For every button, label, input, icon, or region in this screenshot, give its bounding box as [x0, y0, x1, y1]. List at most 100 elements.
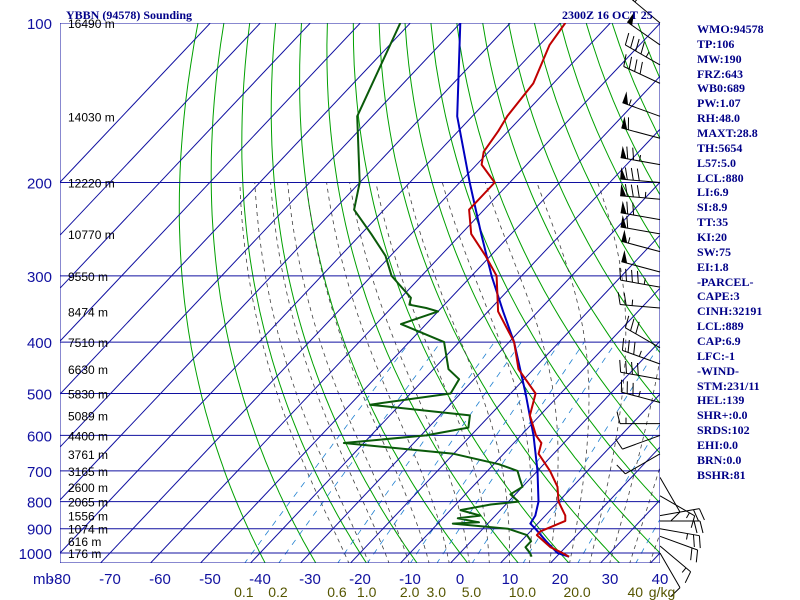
moist-adiabat-line: [349, 182, 470, 563]
mixing-ratio-line: [337, 341, 495, 563]
mixing-ratio-line: [522, 343, 660, 563]
moist-adiabat-line: [629, 465, 660, 563]
isotherm-line: [499, 393, 660, 563]
pressure-tick-label: 300: [27, 269, 52, 286]
pressure-tick-label: 500: [27, 386, 52, 403]
wind-barb: [617, 292, 661, 309]
height-label: 5830 m: [68, 387, 108, 401]
mixing-ratio-label: 0.2: [268, 584, 288, 600]
dry-adiabat-line: [210, 23, 317, 563]
height-label: 3165 m: [68, 465, 108, 479]
index-item: SW:75: [697, 244, 732, 259]
index-item: L57:5.0: [697, 155, 736, 170]
wind-barb: [659, 528, 701, 549]
index-item: TH:5654: [697, 140, 743, 155]
mixing-ratio-line: [278, 341, 442, 563]
mixing-ratio-label: 40: [627, 584, 643, 600]
dry-adiabat-line: [793, 23, 800, 564]
isotherm-line: [399, 287, 660, 563]
height-label: 10770 m: [68, 228, 115, 242]
moist-adiabat-line: [375, 182, 490, 563]
dry-adiabat-line: [326, 23, 519, 563]
isotherm-line: [349, 234, 660, 563]
moist-adiabat-line: [270, 182, 390, 563]
height-label: 1556 m: [68, 510, 108, 524]
temperature-tick-label: -80: [49, 571, 71, 588]
isotherm-line: [199, 75, 660, 563]
sounding-indices: WMO:94578 TP:106 MW:190 FRZ:643 WB0:689 PW:1.…: [697, 22, 764, 483]
index-item: EHI:0.0: [697, 438, 739, 453]
wind-barb: [659, 508, 705, 522]
temperature-tick-label: 0: [456, 571, 464, 588]
isobar-isotherm-grid: [60, 23, 660, 563]
index-item: STM:231/11: [697, 378, 760, 393]
index-item: PW:1.07: [697, 96, 741, 111]
mixing-ratio-lines: [244, 341, 660, 563]
index-item: MAXT:28.8: [697, 126, 758, 141]
height-label: 6630 m: [68, 363, 108, 377]
index-item: LI:6.9: [697, 185, 729, 200]
height-label: 8474 m: [68, 305, 108, 319]
pressure-tick-label: 800: [27, 495, 52, 512]
wind-barb: [624, 32, 661, 66]
index-item: FRZ:643: [697, 66, 743, 81]
index-item: HEL:139: [697, 393, 745, 408]
mixing-ratio-line: [635, 518, 660, 563]
index-item: -WIND-: [697, 363, 739, 378]
mixing-ratio-label: 0.1: [234, 584, 254, 600]
wind-barb: [615, 434, 661, 450]
wind-barb: [624, 315, 661, 349]
mixing-ratio-label: 3.0: [427, 584, 447, 600]
height-label: 3761 m: [68, 448, 108, 462]
index-item: SHR+:0.0: [697, 408, 748, 423]
temperature-tick-label: -10: [399, 571, 421, 588]
index-item: LCL:880: [697, 170, 744, 185]
temperature-tick-label: -60: [149, 571, 171, 588]
pressure-tick-label: 900: [27, 522, 52, 539]
pressure-tick-label: 700: [27, 464, 52, 481]
mixing-ratio-label: 20.0: [563, 584, 590, 600]
dry-adiabat-line: [430, 23, 660, 504]
mixing-ratio-line: [471, 341, 617, 563]
height-label: 2600 m: [68, 481, 108, 495]
pressure-tick-label: 1000: [19, 546, 52, 563]
dry-adiabat-line: [352, 23, 570, 563]
wind-barb: [620, 200, 661, 221]
wind-barb: [619, 359, 661, 380]
dry-adiabat-line: [767, 23, 800, 564]
wind-barb: [620, 379, 661, 403]
height-label: 176 m: [68, 547, 101, 561]
dry-adiabat-line: [456, 23, 660, 454]
dry-adiabat-line: [241, 23, 368, 563]
height-label: 2065 m: [68, 496, 108, 510]
isotherm-line: [299, 181, 660, 563]
wind-barb: [622, 91, 661, 117]
index-item: CAPE:3: [697, 289, 740, 304]
y-axis-unit-label: mb: [33, 571, 54, 588]
wind-barb: [620, 183, 661, 200]
wind-barb: [623, 54, 661, 84]
height-label: 4400 m: [68, 429, 108, 443]
isotherm-line: [60, 23, 462, 448]
index-item: -PARCEL-: [697, 274, 754, 289]
temperature-tick-label: -50: [199, 571, 221, 588]
isotherm-line: [549, 446, 660, 563]
isotherm-line: [60, 23, 212, 183]
index-item: TP:106: [697, 36, 735, 51]
mixing-ratio-line: [244, 341, 410, 563]
mixing-ratio-label: 2.0: [400, 584, 420, 600]
index-item: SRDS:102: [697, 423, 750, 438]
mixing-ratio-label: g/kg: [649, 584, 675, 600]
moist-adiabat-line: [254, 182, 370, 563]
temperature-tick-label: 40: [652, 571, 669, 588]
isotherm-line: [449, 340, 660, 563]
moist-adiabat-line: [305, 182, 430, 563]
moist-adiabat-line: [609, 356, 660, 563]
dewpoint-trace: [342, 23, 533, 558]
wind-barb: [659, 477, 681, 521]
moist-adiabat-line: [484, 182, 559, 563]
moist-adiabat-line: [326, 182, 450, 563]
temperature-tick-label: -20: [349, 571, 371, 588]
